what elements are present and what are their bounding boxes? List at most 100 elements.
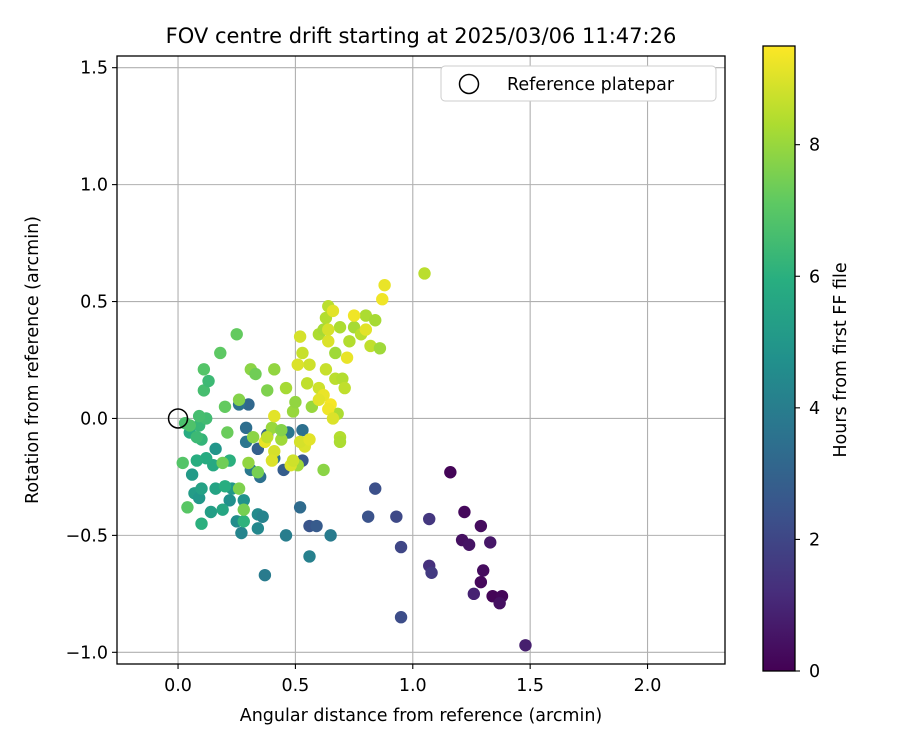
scatter-point [303, 550, 316, 563]
scatter-point [216, 456, 229, 470]
scatter-point [336, 372, 349, 385]
scatter-point [232, 393, 246, 406]
scatter-point [230, 328, 243, 341]
scatter-point [338, 381, 351, 395]
scatter-point [286, 454, 300, 467]
y-tick-label: 1.5 [80, 59, 108, 79]
scatter-point [216, 503, 229, 516]
scatter-point [249, 367, 262, 381]
scatter-point [195, 517, 208, 530]
scatter-point [237, 503, 250, 516]
scatter-point [326, 412, 340, 425]
scatter-point [484, 536, 497, 549]
scatter-point [197, 363, 211, 376]
colorbar-tick-label: 0 [809, 662, 820, 682]
scatter-point [293, 501, 307, 514]
scatter-point [192, 409, 206, 423]
y-tick-label: 0.0 [80, 409, 108, 429]
scatter-point [322, 335, 335, 348]
scatter-point [176, 456, 189, 470]
scatter-point [289, 395, 302, 409]
x-axis-ticks: 0.0 0.5 1.0 1.5 2.0 [164, 664, 661, 696]
scatter-point [310, 519, 323, 533]
scatter-point [221, 426, 234, 439]
scatter-point [296, 346, 309, 360]
scatter-point [296, 423, 309, 437]
scatter-point [268, 363, 281, 376]
legend-circle-marker [458, 73, 480, 95]
y-tick-label: 0.5 [80, 293, 108, 313]
colorbar-tick-label: 8 [809, 136, 820, 156]
scatter-point [333, 435, 347, 449]
scatter-point [467, 587, 481, 601]
scatter-point [265, 421, 279, 435]
scatter-point [190, 454, 204, 467]
scatter-point [239, 421, 253, 435]
colorbar-tick-label: 4 [809, 399, 820, 419]
x-tick-label: 0.5 [281, 676, 309, 696]
scatter-point [258, 568, 272, 582]
scatter-point [303, 433, 316, 446]
y-axis-label: Rotation from reference (arcmin) [23, 216, 43, 504]
x-tick-label: 0.0 [164, 676, 192, 696]
scatter-point [209, 482, 222, 495]
scatter-point [242, 398, 255, 411]
scatter-point [359, 323, 373, 336]
scatter-point [329, 346, 342, 360]
scatter-point [477, 564, 490, 577]
scatter-point [378, 278, 391, 292]
scatter-point [474, 575, 488, 589]
scatter-point [261, 430, 274, 444]
x-tick-label: 1.0 [399, 676, 427, 696]
x-axis-label: Angular distance from reference (arcmin) [240, 706, 603, 726]
y-axis-ticks: −1.0 −0.5 0.0 0.5 1.0 1.5 [66, 59, 117, 663]
scatter-point [425, 566, 438, 579]
scatter-point [275, 433, 288, 446]
colorbar-gradient [763, 46, 795, 671]
scatter-point [324, 529, 337, 542]
chart-title: FOV centre drift starting at 2025/03/06 … [166, 24, 677, 48]
data-points [176, 267, 532, 652]
scatter-point [251, 466, 265, 479]
scatter-point [423, 512, 436, 526]
scatter-point [204, 505, 218, 519]
scatter-point [268, 409, 281, 423]
reference-platepar-marker [167, 408, 189, 429]
scatter-point [333, 321, 347, 334]
scatter-point [312, 393, 326, 406]
scatter-point [265, 454, 279, 467]
y-tick-label: 1.0 [80, 176, 108, 196]
scatter-point [519, 639, 532, 652]
x-tick-label: 1.5 [516, 676, 544, 696]
legend-label: Reference platepar [507, 75, 675, 95]
scatter-point [322, 323, 335, 336]
scatter-point [237, 515, 250, 528]
scatter-point [237, 494, 250, 507]
legend: Reference platepar [440, 65, 717, 102]
scatter-point [317, 463, 330, 477]
scatter-point [369, 314, 382, 327]
scatter-point [251, 522, 265, 535]
colorbar-frame [762, 45, 796, 672]
scatter-point [340, 351, 354, 364]
scatter-point [303, 358, 316, 371]
scatter-point [322, 402, 335, 416]
scatter-point [493, 597, 506, 610]
scatter-point [192, 491, 206, 505]
scatter-point [246, 430, 260, 444]
scatter-point [202, 374, 215, 388]
scatter-point [300, 377, 314, 390]
scatter-point [279, 381, 293, 395]
scatter-point [256, 510, 269, 523]
scatter-point [394, 611, 408, 624]
colorbar-tick-label: 6 [809, 267, 820, 287]
scatter-point [343, 335, 356, 348]
scatter-point [474, 519, 488, 533]
scatter-point [369, 482, 382, 495]
scatter-point [390, 510, 403, 523]
scatter-point [394, 540, 408, 554]
scatter-point [214, 346, 227, 360]
scatter-point [373, 342, 387, 355]
scatter-point [218, 400, 232, 413]
scatter-point [232, 482, 246, 495]
